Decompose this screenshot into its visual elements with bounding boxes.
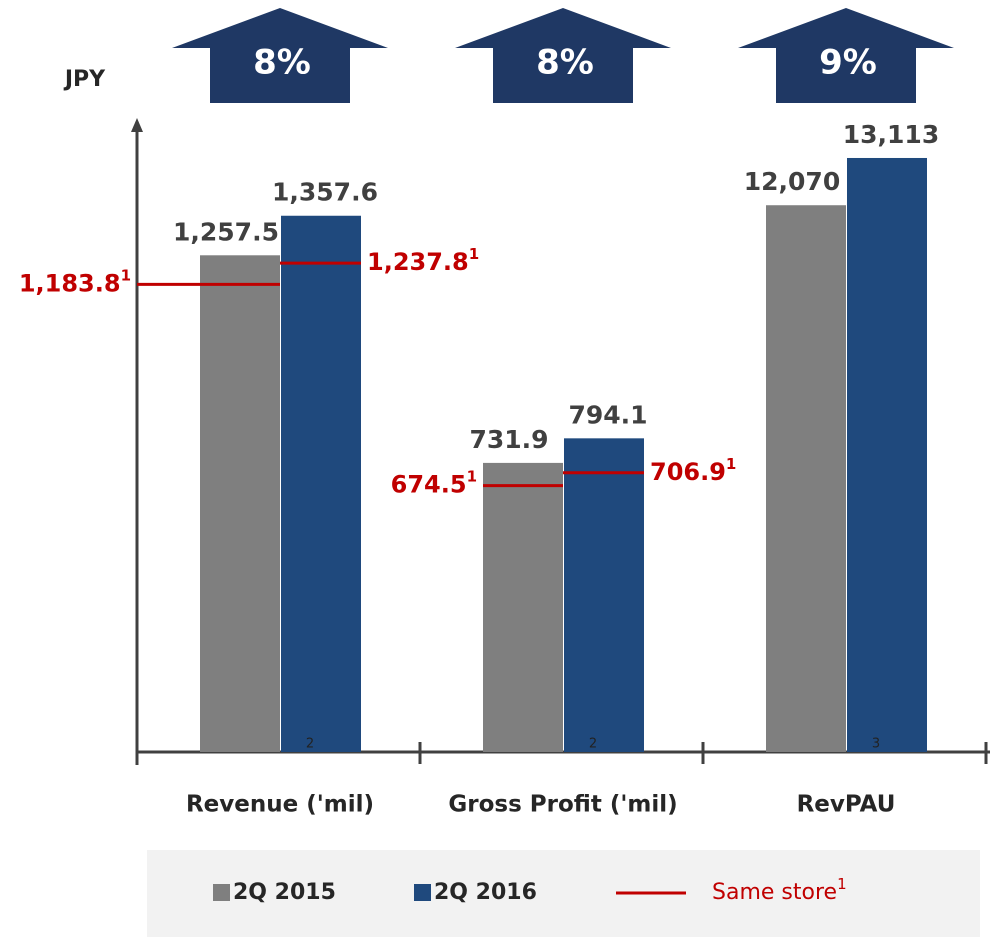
footnote-mark: 1 <box>121 266 131 284</box>
value-label: 1,357.6 <box>272 178 378 207</box>
arrow-shape <box>455 8 671 103</box>
same-store-value: 1,237.8 <box>367 248 469 276</box>
footnote-mark: 1 <box>469 245 479 263</box>
same-store-label: 1,183.81 <box>19 266 131 298</box>
bar <box>766 205 846 752</box>
value-label: 1,257.5 <box>173 217 279 246</box>
legend-swatch <box>213 884 230 901</box>
footnote-mark: 1 <box>467 467 477 485</box>
value-label: 794.1 <box>568 400 647 429</box>
legend-label: 2Q 2016 <box>434 880 537 905</box>
legend-name: Same store <box>712 880 837 905</box>
same-store-label: 674.51 <box>391 467 477 499</box>
bar <box>847 157 927 753</box>
same-store-label: 706.91 <box>650 454 736 486</box>
growth-label: 9% <box>819 43 877 83</box>
bar-footnote: 2 <box>589 737 597 752</box>
arrow-shape <box>172 8 388 103</box>
bar <box>564 438 644 752</box>
growth-arrow: 9% <box>738 8 954 103</box>
bar <box>200 255 280 752</box>
same-store-value: 674.5 <box>391 471 467 499</box>
legend-swatch <box>414 884 431 901</box>
footnote-mark: 1 <box>726 454 736 472</box>
legend-label: Same store1 <box>712 875 847 906</box>
same-store-label: 1,237.81 <box>367 245 479 277</box>
y-axis-label: JPY <box>63 67 106 92</box>
bar-footnote: 3 <box>872 737 880 752</box>
x-tick-label: RevPAU <box>797 792 896 818</box>
growth-label: 8% <box>536 43 594 83</box>
growth-arrow: 8% <box>455 8 671 103</box>
bar <box>281 215 361 753</box>
x-tick-label: Revenue ('mil) <box>186 792 374 818</box>
arrow-shape <box>738 8 954 103</box>
x-tick-label: Gross Profit ('mil) <box>448 792 677 818</box>
bar-footnote: 2 <box>306 737 314 752</box>
y-axis-arrow <box>131 118 143 132</box>
same-store-value: 706.9 <box>650 458 726 486</box>
bar <box>483 462 563 752</box>
value-label: 13,113 <box>843 120 939 149</box>
growth-label: 8% <box>253 43 311 83</box>
value-label: 731.9 <box>469 425 548 454</box>
footnote-mark: 1 <box>837 875 847 893</box>
legend-box <box>147 850 980 937</box>
growth-arrow: 8% <box>172 8 388 103</box>
legend-label: 2Q 2015 <box>233 880 336 905</box>
value-label: 12,070 <box>744 167 840 196</box>
same-store-value: 1,183.8 <box>19 269 121 297</box>
